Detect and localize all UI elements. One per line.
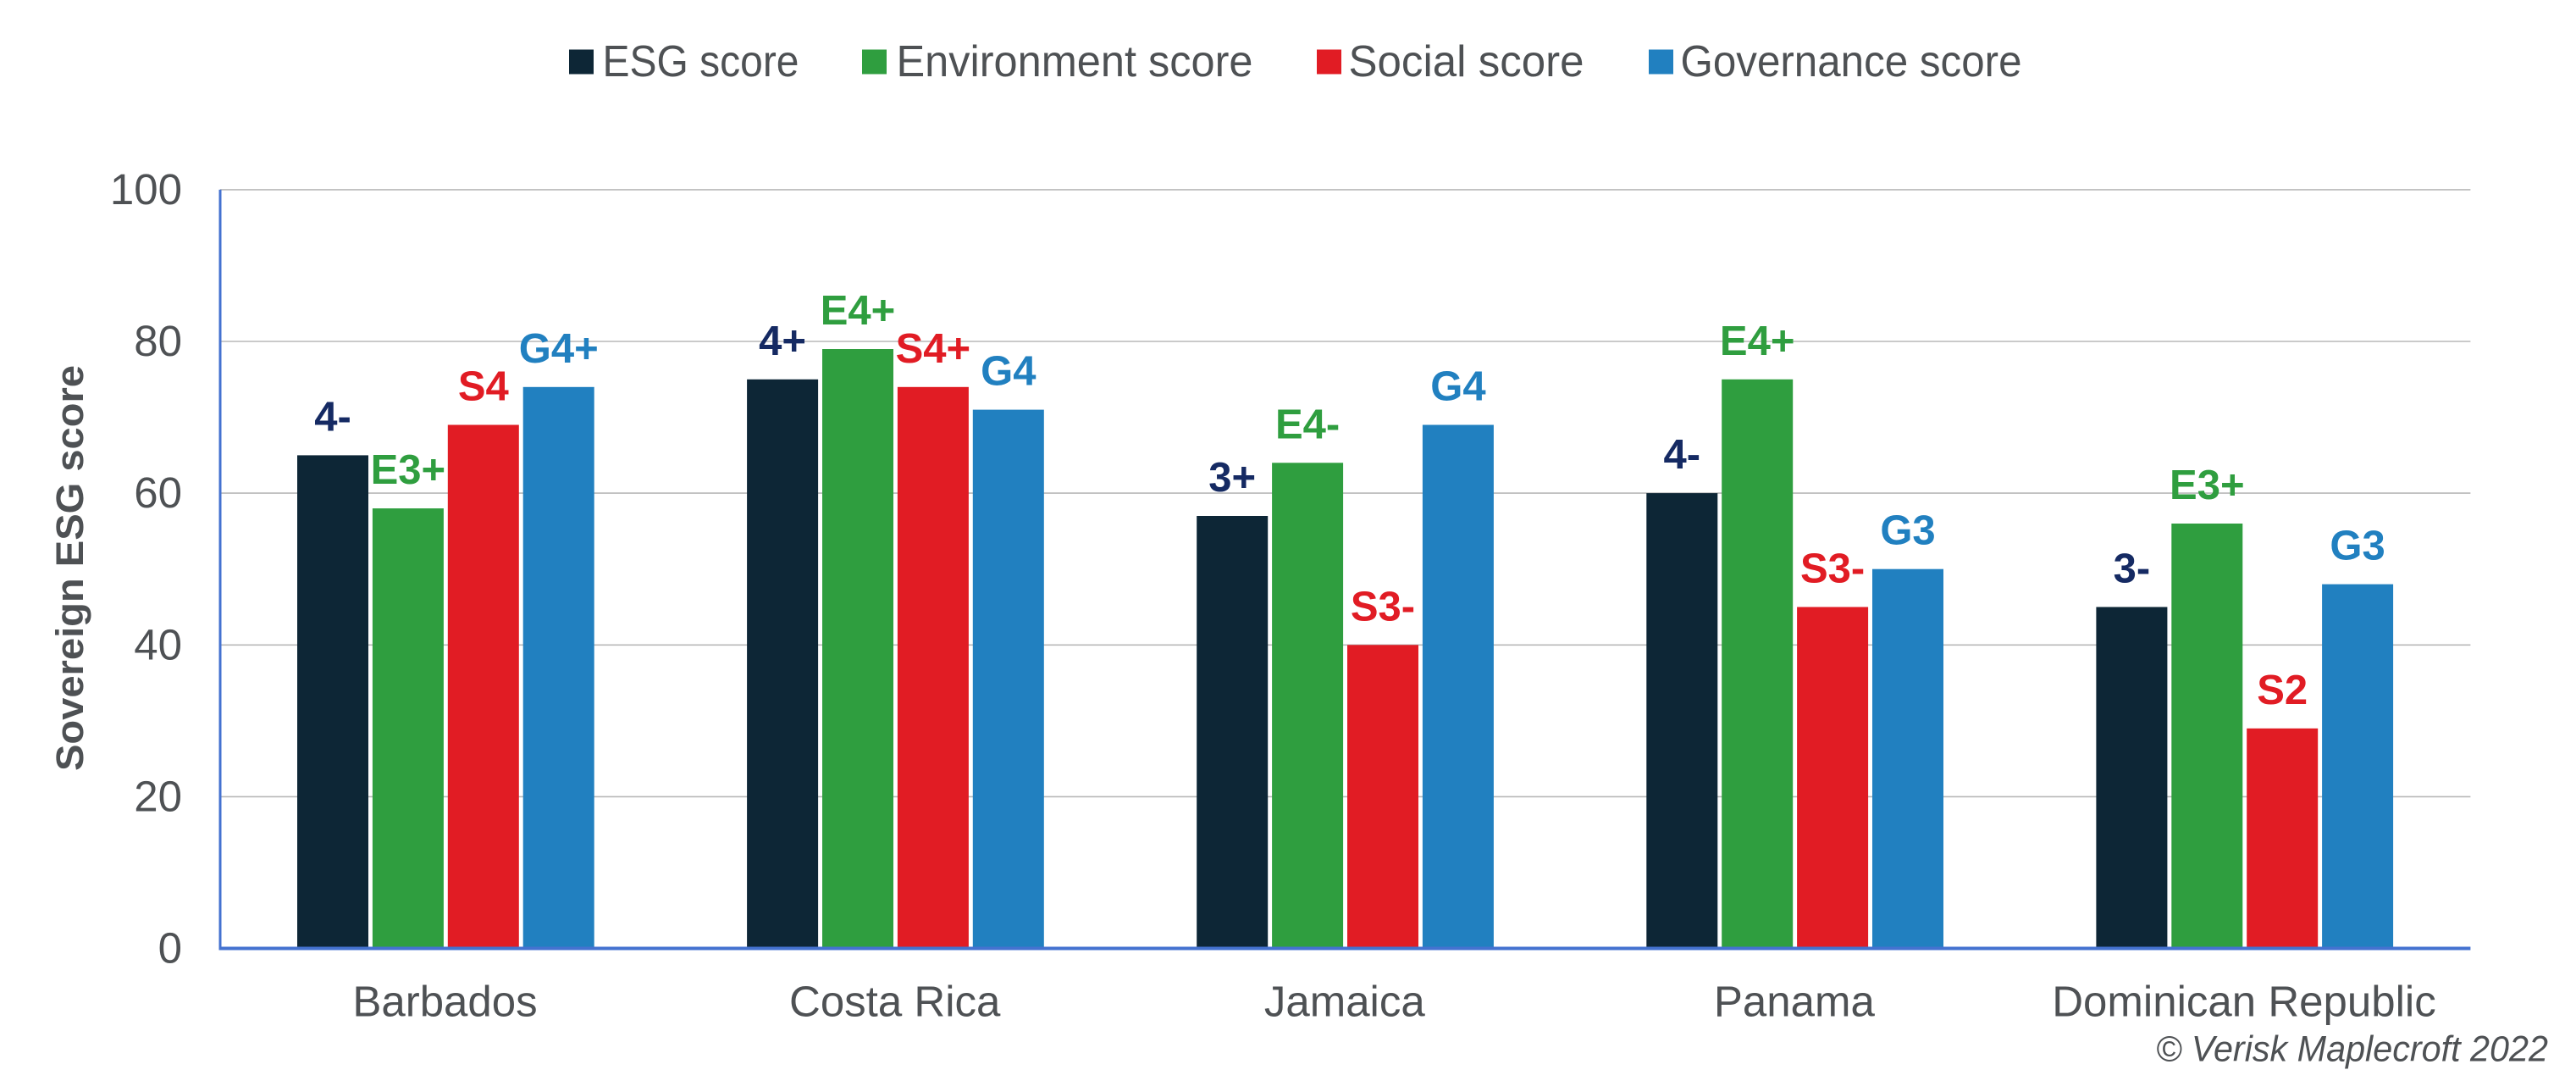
svg-text:100: 100 xyxy=(110,165,182,213)
svg-text:ESG score: ESG score xyxy=(603,37,799,86)
svg-text:E4+: E4+ xyxy=(821,288,896,334)
svg-text:S2: S2 xyxy=(2257,668,2308,713)
svg-text:3+: 3+ xyxy=(1208,455,1256,501)
svg-text:Jamaica: Jamaica xyxy=(1264,978,1426,1026)
svg-text:Social score: Social score xyxy=(1349,37,1584,86)
svg-text:G3: G3 xyxy=(2330,524,2385,569)
svg-text:E3+: E3+ xyxy=(371,447,446,493)
svg-text:20: 20 xyxy=(134,772,182,820)
svg-text:4-: 4- xyxy=(1664,432,1701,478)
svg-text:© Verisk Maplecroft 2022: © Verisk Maplecroft 2022 xyxy=(2156,1029,2548,1070)
svg-text:Dominican Republic: Dominican Republic xyxy=(2052,978,2436,1026)
svg-text:S3-: S3- xyxy=(1800,546,1865,592)
svg-text:E3+: E3+ xyxy=(2170,463,2245,508)
svg-text:Environment score: Environment score xyxy=(897,37,1253,86)
svg-text:G4+: G4+ xyxy=(519,326,599,372)
svg-text:Sovereign ESG score: Sovereign ESG score xyxy=(48,365,91,771)
svg-text:Panama: Panama xyxy=(1714,978,1876,1026)
svg-text:Barbados: Barbados xyxy=(352,978,537,1026)
svg-text:E4-: E4- xyxy=(1275,402,1340,447)
svg-text:0: 0 xyxy=(158,924,182,973)
svg-text:S3-: S3- xyxy=(1351,584,1415,629)
svg-text:4-: 4- xyxy=(314,394,351,440)
svg-text:Governance score: Governance score xyxy=(1681,37,2022,86)
svg-text:Costa Rica: Costa Rica xyxy=(789,978,1001,1026)
svg-text:S4+: S4+ xyxy=(896,326,971,372)
svg-text:E4+: E4+ xyxy=(1720,319,1795,364)
svg-text:G3: G3 xyxy=(1880,508,1935,554)
svg-text:80: 80 xyxy=(134,317,182,365)
svg-text:3-: 3- xyxy=(2114,546,2151,592)
svg-text:G4: G4 xyxy=(981,349,1036,395)
svg-text:S4: S4 xyxy=(458,364,509,410)
svg-text:4+: 4+ xyxy=(759,319,806,364)
svg-text:40: 40 xyxy=(134,620,182,668)
svg-text:60: 60 xyxy=(134,468,182,517)
svg-text:G4: G4 xyxy=(1430,364,1485,410)
